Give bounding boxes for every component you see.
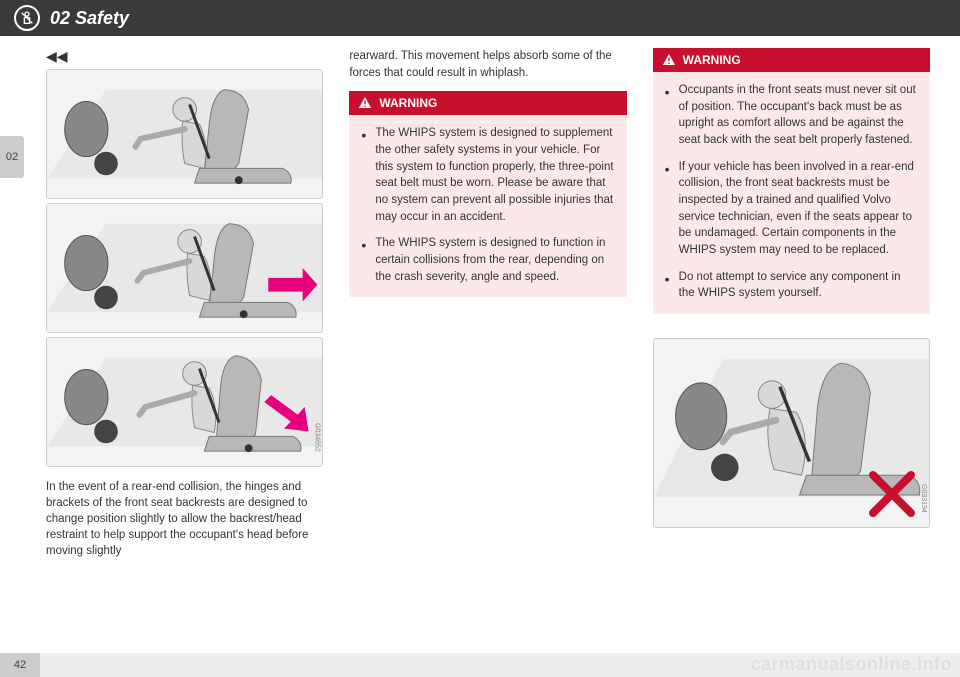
page-header: 02 Safety [0, 0, 960, 36]
warning-bullet: Do not attempt to service any component … [665, 269, 918, 302]
warning-body-2: Occupants in the front seats must never … [653, 72, 930, 314]
chapter-side-tab: 02 [0, 136, 24, 178]
warning-label: WARNING [379, 96, 437, 110]
warning-box-1: WARNING The WHIPS system is designed to … [349, 91, 626, 297]
warning-bullet: The WHIPS system is designed to suppleme… [361, 125, 614, 225]
warning-header: WARNING [653, 48, 930, 72]
warning-bullet: The WHIPS system is designed to function… [361, 235, 614, 285]
warning-box-2: WARNING Occupants in the front seats mus… [653, 48, 930, 314]
column-3: WARNING Occupants in the front seats mus… [653, 48, 930, 647]
diagram-code-right: G033194 [920, 484, 927, 513]
whips-diagram-3: G034652 [46, 337, 323, 467]
chapter-title: 02 Safety [50, 8, 129, 29]
warning-label: WARNING [683, 53, 741, 67]
continued-arrows: ◀◀ [46, 48, 323, 65]
whips-diagram-2 [46, 203, 323, 333]
page-number: 42 [0, 653, 40, 677]
column-1-caption: In the event of a rear-end collision, th… [46, 479, 323, 559]
warning-triangle-icon [661, 52, 677, 68]
warning-bullet: If your vehicle has been involved in a r… [665, 159, 918, 259]
warning-triangle-icon [357, 95, 373, 111]
red-x-icon [869, 471, 915, 517]
incorrect-position-figure: G033194 [653, 338, 930, 528]
column-2: rearward. This movement helps absorb som… [349, 48, 626, 647]
column-2-intro: rearward. This movement helps absorb som… [349, 48, 626, 81]
whips-diagram-1 [46, 69, 323, 199]
diagram-code-left: G034652 [313, 423, 320, 452]
column-1: ◀◀ [46, 48, 323, 647]
content-area: ◀◀ [46, 48, 930, 647]
warning-header: WARNING [349, 91, 626, 115]
warning-body-1: The WHIPS system is designed to suppleme… [349, 115, 626, 297]
seatbelt-icon [14, 5, 40, 31]
warning-bullet: Occupants in the front seats must never … [665, 82, 918, 149]
watermark-text: carmanualsonline.info [750, 654, 952, 675]
